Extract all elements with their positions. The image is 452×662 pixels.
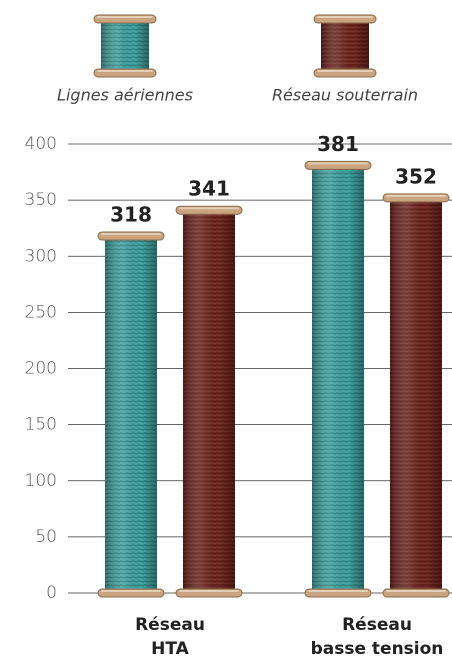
value-label: 341	[188, 177, 230, 201]
spool-flange	[97, 231, 165, 241]
spool-flange-highlight	[386, 590, 446, 592]
spool-shade	[390, 197, 442, 593]
spool-flange	[304, 588, 372, 598]
spool-flange-highlight	[97, 70, 153, 72]
spool-flange-highlight	[386, 194, 446, 197]
spool-flange	[175, 588, 243, 598]
spool-flange-highlight	[101, 590, 161, 592]
value-label: 352	[395, 164, 437, 188]
spool-flange	[93, 14, 157, 24]
value-label: 381	[317, 132, 359, 156]
spool-flange-highlight	[101, 233, 161, 236]
spool-shade	[312, 165, 364, 593]
spool-shade	[101, 19, 149, 73]
spool-flange-highlight	[179, 207, 239, 210]
y-tick-label: 300	[25, 246, 57, 266]
x-tick-label: Réseau	[135, 615, 205, 635]
legend-label: Lignes aériennes	[57, 86, 193, 105]
spool-flange-highlight	[97, 16, 153, 18]
spool-flange	[382, 588, 450, 598]
x-tick-label: HTA	[151, 639, 190, 659]
spool-flange	[175, 205, 243, 215]
spool-flange	[382, 193, 450, 203]
x-tick-label: Réseau	[342, 615, 412, 635]
spool-flange	[313, 68, 377, 78]
value-label: 318	[110, 203, 152, 227]
spool-flange-highlight	[317, 16, 373, 18]
y-tick-label: 350	[25, 190, 57, 210]
spool-flange-highlight	[179, 590, 239, 592]
spool-flange	[313, 14, 377, 24]
y-tick-label: 150	[25, 415, 57, 435]
legend-label: Réseau souterrain	[272, 86, 418, 105]
spool-shade	[183, 210, 235, 594]
spool-flange	[97, 588, 165, 598]
spool-flange-highlight	[308, 162, 368, 165]
y-tick-label: 250	[25, 302, 57, 322]
spool-flange-highlight	[308, 590, 368, 592]
y-tick-label: 0	[46, 583, 57, 603]
spool-flange	[93, 68, 157, 78]
spool-shade	[321, 19, 369, 73]
spool-shade	[105, 236, 157, 594]
y-tick-label: 400	[25, 134, 57, 154]
spool-flange-highlight	[317, 70, 373, 72]
x-tick-label: basse tension	[311, 639, 444, 659]
y-tick-label: 200	[25, 359, 57, 379]
y-tick-label: 100	[25, 471, 57, 491]
spool-flange	[304, 160, 372, 170]
y-tick-label: 50	[35, 527, 57, 547]
